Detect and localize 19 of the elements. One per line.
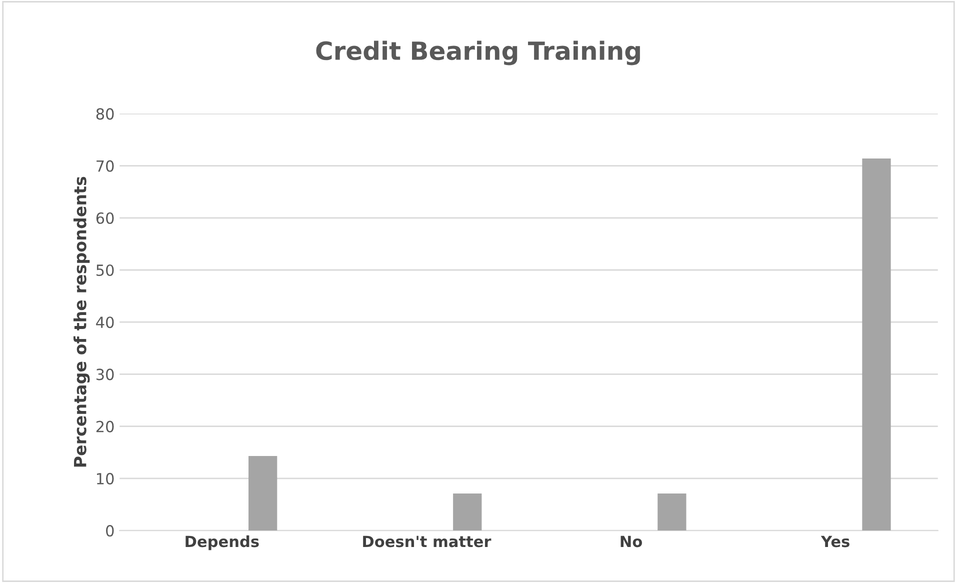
y-axis-title: Percentage of the respondents — [74, 176, 90, 467]
y-tick-label: 50 — [96, 264, 114, 276]
bar — [862, 158, 891, 531]
x-tick-label: No — [620, 536, 642, 548]
y-tick-label: 10 — [97, 472, 114, 484]
y-tick-label: 30 — [96, 368, 114, 380]
x-tick-label: Yes — [820, 536, 850, 548]
y-tick-label: 70 — [96, 160, 114, 172]
y-tick-label: 80 — [96, 108, 114, 120]
y-tick-label: 60 — [96, 212, 114, 224]
y-tick-label: 20 — [96, 420, 114, 432]
bar — [248, 456, 278, 531]
chart-title: Credit Bearing Training — [316, 40, 640, 66]
y-tick-label: 0 — [106, 524, 114, 537]
x-tick-label: Doesn't matter — [363, 536, 492, 548]
bar — [658, 494, 686, 531]
bar — [453, 494, 482, 531]
y-tick-label: 40 — [96, 316, 114, 328]
x-tick-label: Depends — [186, 535, 259, 550]
